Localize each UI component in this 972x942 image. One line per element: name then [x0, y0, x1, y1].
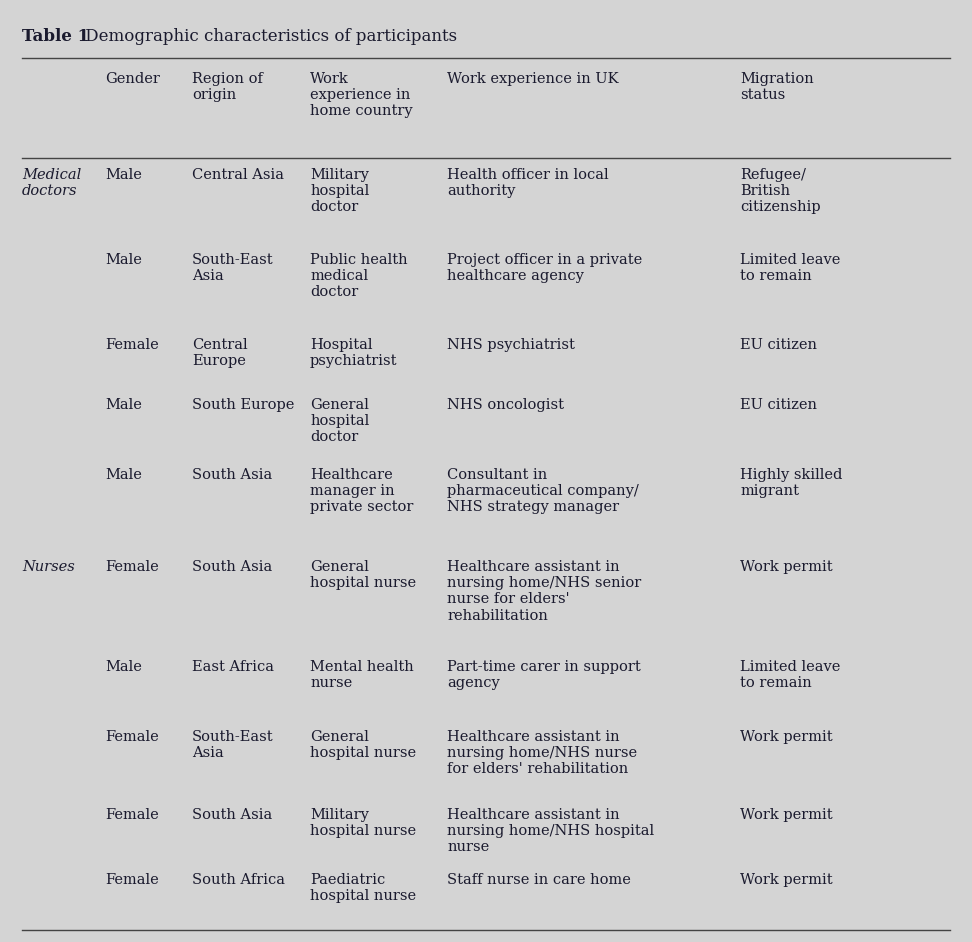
Text: Consultant in
pharmaceutical company/
NHS strategy manager: Consultant in pharmaceutical company/ NH… [447, 468, 639, 514]
Text: Gender: Gender [105, 72, 159, 86]
Text: Healthcare assistant in
nursing home/NHS senior
nurse for elders'
rehabilitation: Healthcare assistant in nursing home/NHS… [447, 560, 642, 623]
Text: South-East
Asia: South-East Asia [192, 253, 274, 284]
Text: Limited leave
to remain: Limited leave to remain [740, 253, 841, 284]
Text: Refugee/
British
citizenship: Refugee/ British citizenship [740, 168, 820, 215]
Text: Female: Female [105, 808, 158, 822]
Text: Female: Female [105, 873, 158, 887]
Text: General
hospital nurse: General hospital nurse [310, 730, 416, 760]
Text: General
hospital
doctor: General hospital doctor [310, 398, 369, 445]
Text: Male: Male [105, 168, 142, 182]
Text: Nurses: Nurses [22, 560, 75, 574]
Text: Central Asia: Central Asia [192, 168, 284, 182]
Text: EU citizen: EU citizen [740, 338, 817, 352]
Text: Work
experience in
home country: Work experience in home country [310, 72, 413, 119]
Text: Female: Female [105, 730, 158, 744]
Text: Limited leave
to remain: Limited leave to remain [740, 660, 841, 690]
Text: Work permit: Work permit [740, 808, 833, 822]
Text: Health officer in local
authority: Health officer in local authority [447, 168, 608, 198]
Text: NHS oncologist: NHS oncologist [447, 398, 564, 412]
Text: Healthcare assistant in
nursing home/NHS hospital
nurse: Healthcare assistant in nursing home/NHS… [447, 808, 654, 854]
Text: Migration
status: Migration status [740, 72, 814, 102]
Text: Region of
origin: Region of origin [192, 72, 262, 102]
Text: Part-time carer in support
agency: Part-time carer in support agency [447, 660, 641, 690]
Text: Male: Male [105, 660, 142, 674]
Text: East Africa: East Africa [192, 660, 274, 674]
Text: South Asia: South Asia [192, 468, 272, 482]
Text: Military
hospital nurse: Military hospital nurse [310, 808, 416, 838]
Text: Work permit: Work permit [740, 873, 833, 887]
Text: South Africa: South Africa [192, 873, 285, 887]
Text: Table 1: Table 1 [22, 28, 89, 45]
Text: Central
Europe: Central Europe [192, 338, 248, 368]
Text: Female: Female [105, 560, 158, 574]
Text: South Europe: South Europe [192, 398, 295, 412]
Text: Work experience in UK: Work experience in UK [447, 72, 618, 86]
Text: Staff nurse in care home: Staff nurse in care home [447, 873, 631, 887]
Text: Work permit: Work permit [740, 730, 833, 744]
Text: Male: Male [105, 253, 142, 267]
Text: Public health
medical
doctor: Public health medical doctor [310, 253, 407, 300]
Text: Male: Male [105, 398, 142, 412]
Text: Male: Male [105, 468, 142, 482]
Text: Healthcare
manager in
private sector: Healthcare manager in private sector [310, 468, 413, 514]
Text: Mental health
nurse: Mental health nurse [310, 660, 414, 690]
Text: Work permit: Work permit [740, 560, 833, 574]
Text: Military
hospital
doctor: Military hospital doctor [310, 168, 369, 215]
Text: NHS psychiatrist: NHS psychiatrist [447, 338, 574, 352]
Text: Female: Female [105, 338, 158, 352]
Text: South-East
Asia: South-East Asia [192, 730, 274, 760]
Text: Medical
doctors: Medical doctors [22, 168, 82, 198]
Text: Demographic characteristics of participants: Demographic characteristics of participa… [80, 28, 457, 45]
Text: Project officer in a private
healthcare agency: Project officer in a private healthcare … [447, 253, 642, 284]
Text: Hospital
psychiatrist: Hospital psychiatrist [310, 338, 398, 368]
Text: EU citizen: EU citizen [740, 398, 817, 412]
Text: Healthcare assistant in
nursing home/NHS nurse
for elders' rehabilitation: Healthcare assistant in nursing home/NHS… [447, 730, 637, 776]
Text: Highly skilled
migrant: Highly skilled migrant [740, 468, 843, 498]
Text: South Asia: South Asia [192, 808, 272, 822]
Text: South Asia: South Asia [192, 560, 272, 574]
Text: Paediatric
hospital nurse: Paediatric hospital nurse [310, 873, 416, 903]
Text: General
hospital nurse: General hospital nurse [310, 560, 416, 591]
